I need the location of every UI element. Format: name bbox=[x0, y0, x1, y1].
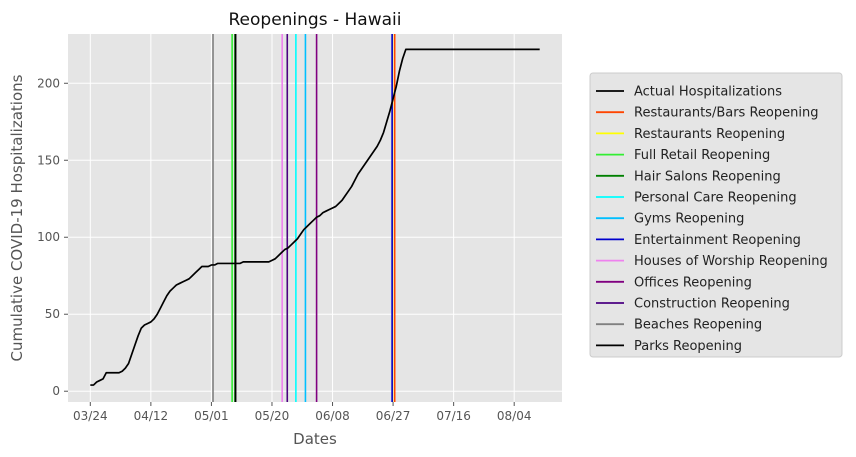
legend-label: Gyms Reopening bbox=[634, 212, 744, 227]
legend-label: Full Retail Reopening bbox=[634, 148, 770, 163]
legend-label: Houses of Worship Reopening bbox=[634, 254, 828, 269]
series-group bbox=[90, 48, 540, 386]
x-tick-label: 06/27 bbox=[376, 409, 411, 423]
x-tick-label: 08/04 bbox=[497, 409, 532, 423]
legend: Actual Hospitalizations Restaurants/Bars … bbox=[589, 72, 843, 358]
y-axis-title: Cumulative COVID-19 Hospitalizations bbox=[8, 74, 26, 361]
x-tick-label: 04/12 bbox=[134, 409, 169, 423]
x-tick-label: 06/08 bbox=[315, 409, 350, 423]
y-tick-label: 200 bbox=[37, 76, 60, 90]
x-axis: 03/24 04/12 05/01 05/20 06/08 06/27 07/16 08/04 bbox=[73, 402, 531, 423]
x-axis-title: Dates bbox=[293, 430, 337, 448]
x-tick-label: 05/20 bbox=[255, 409, 290, 423]
y-tick-label: 50 bbox=[45, 307, 60, 321]
series-line-0 bbox=[90, 48, 540, 386]
y-tick-label: 150 bbox=[37, 153, 60, 167]
x-tick-label: 03/24 bbox=[73, 409, 108, 423]
y-tick-label: 0 bbox=[52, 384, 60, 398]
legend-label: Parks Reopening bbox=[634, 339, 742, 354]
legend-label: Actual Hospitalizations bbox=[634, 85, 782, 100]
y-tick-label: 100 bbox=[37, 230, 60, 244]
legend-label: Hair Salons Reopening bbox=[634, 169, 781, 184]
y-axis: 0 50 100 150 200 bbox=[37, 76, 68, 398]
legend-label: Offices Reopening bbox=[634, 275, 752, 290]
legend-label: Beaches Reopening bbox=[634, 318, 762, 333]
legend-label: Construction Reopening bbox=[634, 297, 790, 312]
legend-box bbox=[589, 72, 843, 358]
legend-label: Entertainment Reopening bbox=[634, 233, 801, 248]
x-tick-label: 07/16 bbox=[436, 409, 471, 423]
chart-title: Reopenings - Hawaii bbox=[229, 10, 402, 30]
legend-label: Personal Care Reopening bbox=[634, 191, 797, 206]
grid bbox=[68, 34, 562, 402]
x-tick-label: 05/01 bbox=[194, 409, 229, 423]
legend-label: Restaurants/Bars Reopening bbox=[634, 106, 818, 121]
legend-label: Restaurants Reopening bbox=[634, 127, 785, 142]
